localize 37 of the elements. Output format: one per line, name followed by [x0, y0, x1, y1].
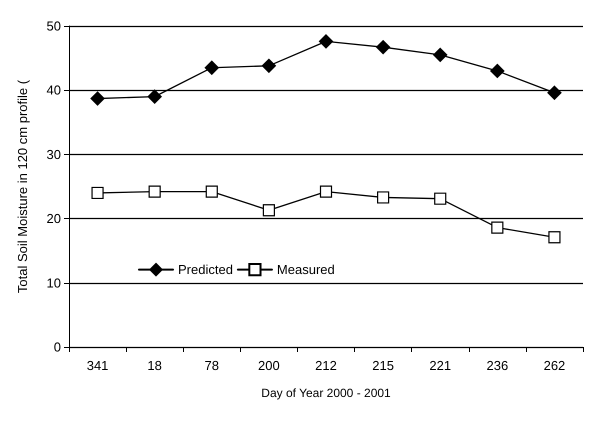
point [433, 48, 448, 62]
point [491, 221, 504, 234]
x-tick-label: 262 [544, 358, 566, 373]
x-tick-label: 200 [258, 358, 280, 373]
point [204, 60, 219, 75]
point [547, 86, 562, 100]
point [318, 34, 334, 49]
legend-label: Measured [276, 262, 335, 278]
y-axis-title: Total Soil Moisture in 120 cm profile ( [15, 79, 30, 294]
point [376, 40, 390, 54]
x-tick-label: 215 [372, 358, 394, 373]
point [262, 58, 276, 73]
point [148, 186, 161, 198]
y-tick-label: 0 [54, 340, 61, 354]
point [206, 186, 218, 198]
y-tick-label: 10 [46, 275, 61, 290]
x-axis-title: Day of Year 2000 - 2001 [261, 386, 392, 400]
y-tick-label: 40 [46, 82, 61, 98]
y-tick-label: 20 [46, 211, 61, 226]
x-tick-label: 212 [315, 358, 337, 373]
point [490, 64, 504, 78]
point [90, 91, 105, 106]
x-tick-label: 221 [429, 358, 452, 373]
point [548, 231, 561, 244]
x-tick-label: 236 [486, 358, 508, 373]
point [320, 186, 332, 198]
point [262, 204, 275, 216]
x-tick-label: 18 [147, 358, 162, 373]
x-tick-label: 78 [204, 358, 220, 373]
point [434, 192, 446, 205]
point [377, 191, 390, 204]
x-tick-label: 341 [86, 358, 108, 373]
point [148, 90, 162, 104]
y-tick-label: 50 [46, 18, 61, 34]
y-tick-label: 30 [46, 146, 61, 162]
legend-label: Predicted [178, 262, 233, 278]
point [91, 186, 104, 200]
